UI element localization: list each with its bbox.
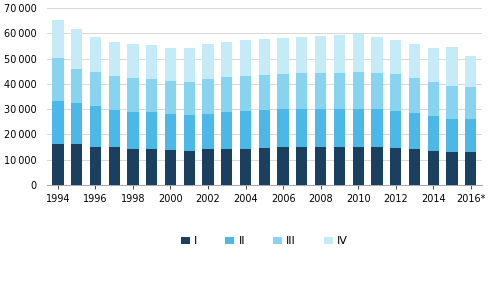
Bar <box>165 48 176 81</box>
Bar <box>165 150 176 185</box>
Bar <box>353 34 364 72</box>
Bar <box>240 76 251 111</box>
Bar <box>465 152 476 185</box>
Bar <box>334 147 345 185</box>
Bar <box>465 87 476 119</box>
Bar <box>446 152 458 185</box>
Bar <box>109 76 120 110</box>
Bar <box>221 77 232 112</box>
Bar <box>202 44 214 79</box>
Legend: I, II, III, IV: I, II, III, IV <box>181 236 348 246</box>
Bar <box>409 114 420 149</box>
Bar <box>428 150 439 185</box>
Bar <box>390 148 401 185</box>
Bar <box>52 20 63 58</box>
Bar <box>240 40 251 76</box>
Bar <box>409 44 420 78</box>
Bar <box>390 74 401 111</box>
Bar <box>315 109 326 147</box>
Bar <box>277 74 289 109</box>
Bar <box>90 72 101 106</box>
Bar <box>109 147 120 185</box>
Bar <box>109 43 120 76</box>
Bar <box>52 58 63 101</box>
Bar <box>52 144 63 185</box>
Bar <box>127 78 138 112</box>
Bar <box>71 144 82 185</box>
Bar <box>71 29 82 69</box>
Bar <box>259 39 270 75</box>
Bar <box>277 38 289 74</box>
Bar <box>184 48 195 82</box>
Bar <box>428 82 439 116</box>
Bar <box>315 36 326 73</box>
Bar <box>277 147 289 185</box>
Bar <box>277 109 289 147</box>
Bar <box>240 111 251 149</box>
Bar <box>146 79 157 112</box>
Bar <box>465 119 476 152</box>
Bar <box>146 149 157 185</box>
Bar <box>334 35 345 73</box>
Bar <box>221 112 232 149</box>
Bar <box>165 81 176 114</box>
Bar <box>296 147 307 185</box>
Bar <box>52 101 63 144</box>
Bar <box>127 149 138 185</box>
Bar <box>90 37 101 72</box>
Bar <box>390 111 401 148</box>
Bar <box>465 56 476 87</box>
Bar <box>202 79 214 114</box>
Bar <box>390 40 401 74</box>
Bar <box>371 147 382 185</box>
Bar <box>90 106 101 147</box>
Bar <box>127 44 138 78</box>
Bar <box>409 78 420 114</box>
Bar <box>184 82 195 115</box>
Bar <box>334 73 345 109</box>
Bar <box>259 148 270 185</box>
Bar <box>127 112 138 149</box>
Bar <box>296 37 307 73</box>
Bar <box>296 73 307 109</box>
Bar <box>184 115 195 150</box>
Bar <box>146 45 157 79</box>
Bar <box>259 75 270 110</box>
Bar <box>315 147 326 185</box>
Bar <box>315 73 326 109</box>
Bar <box>240 149 251 185</box>
Bar <box>184 150 195 185</box>
Bar <box>353 147 364 185</box>
Bar <box>334 109 345 147</box>
Bar <box>146 112 157 149</box>
Bar <box>371 37 382 73</box>
Bar <box>109 110 120 147</box>
Bar <box>202 114 214 149</box>
Bar <box>446 86 458 119</box>
Bar <box>165 114 176 150</box>
Bar <box>90 147 101 185</box>
Bar <box>353 72 364 109</box>
Bar <box>259 110 270 148</box>
Bar <box>428 116 439 150</box>
Bar <box>409 149 420 185</box>
Bar <box>371 109 382 147</box>
Bar <box>353 109 364 147</box>
Bar <box>371 73 382 109</box>
Bar <box>221 149 232 185</box>
Bar <box>428 47 439 82</box>
Bar <box>221 42 232 77</box>
Bar <box>202 149 214 185</box>
Bar <box>71 103 82 144</box>
Bar <box>446 47 458 86</box>
Bar <box>446 119 458 152</box>
Bar <box>71 69 82 103</box>
Bar <box>296 109 307 147</box>
